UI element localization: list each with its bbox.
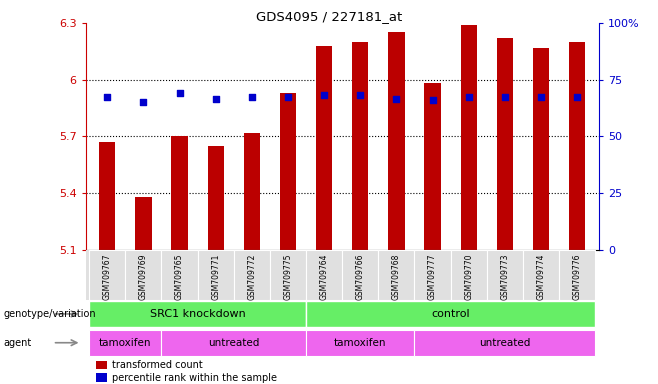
Bar: [388, 33, 405, 250]
Bar: [280, 93, 296, 250]
Text: GSM709772: GSM709772: [247, 253, 257, 300]
Text: tamoxifen: tamoxifen: [334, 338, 386, 348]
Point: [138, 99, 149, 106]
Point: [427, 98, 438, 104]
Point: [102, 94, 113, 100]
Text: GSM709766: GSM709766: [356, 253, 365, 300]
Bar: [136, 197, 151, 250]
Bar: [523, 250, 559, 300]
Bar: [161, 330, 306, 356]
Point: [499, 94, 510, 100]
Point: [355, 92, 365, 98]
Point: [572, 94, 582, 100]
Bar: [559, 250, 595, 300]
Bar: [306, 301, 595, 327]
Bar: [378, 250, 415, 300]
Bar: [533, 48, 549, 250]
Bar: [306, 330, 415, 356]
Bar: [569, 42, 585, 250]
Bar: [171, 136, 188, 250]
Bar: [96, 361, 107, 369]
Bar: [497, 38, 513, 250]
Text: GSM709769: GSM709769: [139, 253, 148, 300]
Bar: [89, 301, 306, 327]
Bar: [234, 250, 270, 300]
Point: [391, 96, 401, 102]
Text: transformed count: transformed count: [113, 360, 203, 370]
Bar: [197, 250, 234, 300]
Text: GSM709771: GSM709771: [211, 253, 220, 300]
Text: GSM709777: GSM709777: [428, 253, 437, 300]
Text: untreated: untreated: [479, 338, 530, 348]
Bar: [415, 330, 595, 356]
Bar: [306, 250, 342, 300]
Point: [211, 96, 221, 102]
Bar: [96, 373, 107, 382]
Text: percentile rank within the sample: percentile rank within the sample: [113, 372, 277, 382]
Bar: [207, 146, 224, 250]
Bar: [352, 42, 368, 250]
Text: GSM709768: GSM709768: [392, 253, 401, 300]
Text: untreated: untreated: [208, 338, 259, 348]
Bar: [316, 46, 332, 250]
Text: GSM709767: GSM709767: [103, 253, 112, 300]
Bar: [461, 25, 477, 250]
Text: SRC1 knockdown: SRC1 knockdown: [150, 309, 245, 319]
Text: GSM709776: GSM709776: [572, 253, 582, 300]
Text: agent: agent: [3, 338, 32, 348]
Bar: [451, 250, 487, 300]
Point: [319, 92, 330, 98]
Text: GSM709774: GSM709774: [536, 253, 545, 300]
Text: GSM709764: GSM709764: [320, 253, 328, 300]
Bar: [99, 142, 115, 250]
Bar: [424, 83, 441, 250]
Bar: [487, 250, 523, 300]
Point: [283, 94, 293, 100]
Bar: [125, 250, 161, 300]
Text: GSM709765: GSM709765: [175, 253, 184, 300]
Bar: [161, 250, 197, 300]
Bar: [342, 250, 378, 300]
Point: [463, 94, 474, 100]
Bar: [270, 250, 306, 300]
Text: GSM709770: GSM709770: [464, 253, 473, 300]
Text: control: control: [431, 309, 470, 319]
Point: [247, 94, 257, 100]
Text: GDS4095 / 227181_at: GDS4095 / 227181_at: [256, 10, 402, 23]
Point: [174, 90, 185, 96]
Bar: [89, 330, 161, 356]
Text: genotype/variation: genotype/variation: [3, 309, 96, 319]
Text: GSM709775: GSM709775: [284, 253, 292, 300]
Point: [536, 94, 546, 100]
Bar: [89, 250, 125, 300]
Text: GSM709773: GSM709773: [500, 253, 509, 300]
Text: tamoxifen: tamoxifen: [99, 338, 151, 348]
Bar: [415, 250, 451, 300]
Bar: [243, 132, 260, 250]
